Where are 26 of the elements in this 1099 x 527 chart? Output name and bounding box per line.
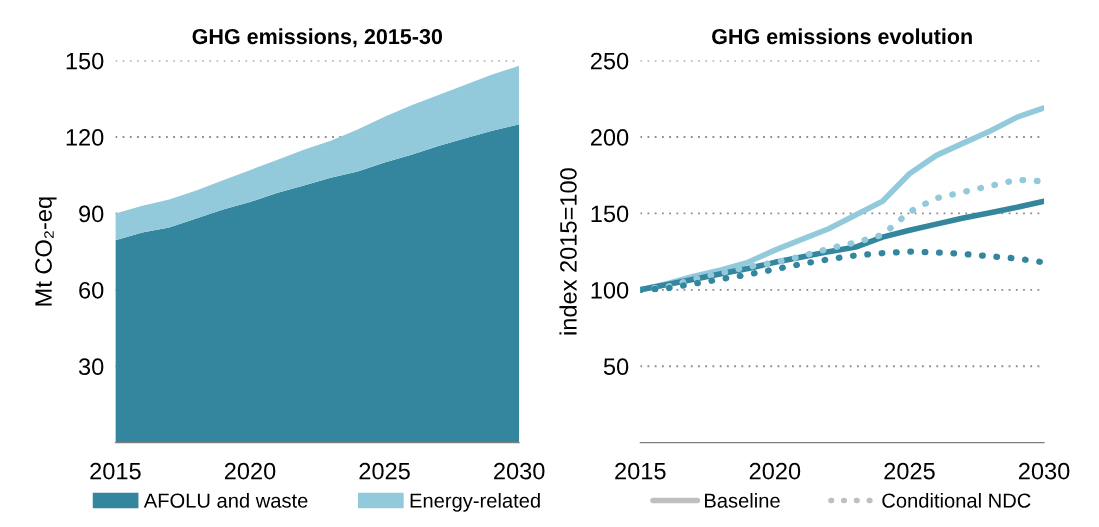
y-tick-label: 100 bbox=[591, 281, 629, 299]
chart-title: GHG emissions evolution bbox=[712, 28, 972, 45]
legend-label: Energy-related bbox=[410, 492, 540, 512]
y-axis-title: index 2015=100 bbox=[559, 168, 577, 335]
y-tick-label: 200 bbox=[590, 129, 629, 146]
y-tick-label: 90 bbox=[79, 205, 104, 223]
x-tick-label: 2030 bbox=[1018, 462, 1070, 480]
x-tick-label: 2025 bbox=[884, 462, 935, 480]
y-tick-label: 120 bbox=[66, 129, 104, 146]
text: Conditional NDC bbox=[882, 492, 1031, 508]
y-tick-label: 50 bbox=[603, 358, 629, 376]
x-tick-label: 2025 bbox=[359, 462, 410, 480]
y-tick-label: 250 bbox=[590, 52, 629, 70]
x-tick-label: 2020 bbox=[749, 462, 801, 480]
y-tick-label: 30 bbox=[78, 358, 104, 376]
x-tick-label: 2015 bbox=[615, 462, 666, 480]
chart-title: GHG emissions, 2015-30 bbox=[192, 28, 443, 48]
y-tick-label: 150 bbox=[591, 205, 629, 223]
y-axis-title: Mt CO₂-eq bbox=[35, 197, 57, 306]
legend-label: AFOLU and waste bbox=[143, 492, 308, 508]
x-tick-label: 2020 bbox=[224, 462, 276, 480]
x-tick-label: 2030 bbox=[494, 462, 545, 480]
text: Baseline bbox=[705, 492, 780, 508]
y-tick-label: 150 bbox=[66, 52, 104, 70]
y-tick-label: 60 bbox=[79, 281, 104, 299]
x-tick-label: 2015 bbox=[90, 462, 141, 480]
